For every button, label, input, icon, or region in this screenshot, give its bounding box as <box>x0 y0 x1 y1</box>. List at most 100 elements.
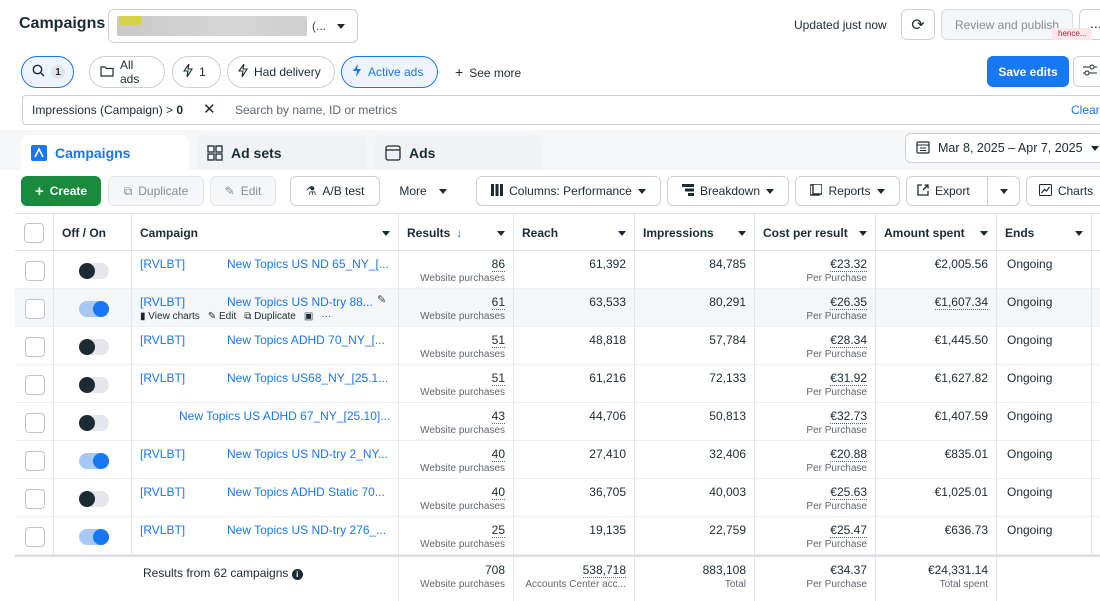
col-off-on[interactable]: Off / On <box>54 214 132 252</box>
more-button[interactable]: More <box>390 176 456 206</box>
cpr-value[interactable]: €28.34 <box>830 333 867 348</box>
date-range-picker[interactable]: Mar 8, 2025 – Apr 7, 2025 <box>905 133 1100 163</box>
search-filter-chip[interactable]: 1 <box>21 56 74 88</box>
edit-button[interactable]: ✎ Edit <box>210 176 276 206</box>
col-cost-per-result[interactable]: Cost per result <box>755 214 876 252</box>
more-actions[interactable]: ··· <box>321 311 332 322</box>
results-value[interactable]: 86 <box>491 257 505 272</box>
campaign-toggle[interactable] <box>79 415 109 431</box>
table-row[interactable]: [RVLBT] New Topics US ND-try 88... ✎ ▮ View… <box>15 289 1100 327</box>
col-amount-spent[interactable]: Amount spent <box>876 214 997 252</box>
filter-token[interactable]: Impressions (Campaign) > 0 <box>32 103 183 117</box>
columns-button[interactable]: Columns: Performance <box>476 176 661 206</box>
table-row[interactable]: [RVLBT] New Topics US68_NY_[25.1... 51 Webs… <box>15 365 1100 403</box>
campaign-prefix[interactable]: [RVLBT] <box>140 371 186 385</box>
campaign-name-link[interactable]: New Topics ADHD 70_NY_[... <box>227 333 385 347</box>
campaign-name-link[interactable]: New Topics US68_NY_[25.1... <box>227 371 389 385</box>
campaign-prefix[interactable]: [RVLBT] <box>140 257 186 271</box>
campaign-prefix[interactable]: [RVLBT] <box>140 333 186 347</box>
cpr-value[interactable]: €31.92 <box>830 371 867 386</box>
settings-button[interactable] <box>1073 56 1100 87</box>
view-charts-action[interactable]: ▮ View charts <box>140 311 200 322</box>
campaign-prefix[interactable]: [RVLBT] <box>140 295 186 309</box>
table-row[interactable]: New Topics US ADHD 67_NY_[25.10]... 43 Web… <box>15 403 1100 441</box>
campaign-toggle[interactable] <box>79 529 109 545</box>
campaign-name-link[interactable]: New Topics US ND 65_NY_[... <box>227 257 389 271</box>
campaign-toggle[interactable] <box>79 491 109 507</box>
row-checkbox[interactable] <box>25 261 45 281</box>
results-value[interactable]: 40 <box>491 485 505 500</box>
campaign-prefix[interactable]: [RVLBT] <box>140 523 186 537</box>
campaign-prefix[interactable]: [RVLBT] <box>140 447 186 461</box>
account-selector[interactable]: (... <box>108 9 358 43</box>
campaign-name-link[interactable]: New Topics US ND-try 276_... <box>227 523 387 537</box>
results-value[interactable]: 25 <box>491 523 505 538</box>
pencil-icon[interactable]: ✎ <box>377 294 387 306</box>
cpr-value[interactable]: €32.73 <box>830 409 867 424</box>
refresh-button[interactable]: ⟳ <box>901 9 935 40</box>
cpr-value[interactable]: €25.63 <box>830 485 867 500</box>
col-campaign[interactable]: Campaign <box>132 214 399 252</box>
cpr-value[interactable]: €20.88 <box>830 447 867 462</box>
select-all-checkbox[interactable] <box>24 223 44 243</box>
active-ads-chip[interactable]: Active ads <box>341 56 438 88</box>
chevron-down-icon[interactable] <box>1000 189 1008 194</box>
image-icon[interactable]: ▣ <box>303 311 314 322</box>
breakdown-button[interactable]: Breakdown <box>667 176 789 206</box>
campaign-name-link[interactable]: New Topics US ADHD 67_NY_[25.10]... <box>179 409 391 423</box>
tab-campaigns[interactable]: Campaigns <box>21 135 189 170</box>
col-reach[interactable]: Reach <box>514 214 635 252</box>
save-edits-button[interactable]: Save edits <box>987 56 1069 87</box>
search-bar[interactable]: Impressions (Campaign) > 0 ✕ Search by n… <box>22 95 1100 125</box>
col-results[interactable]: Results ↓ <box>399 214 514 252</box>
export-button[interactable]: Export <box>906 176 1020 206</box>
table-row[interactable]: [RVLBT] New Topics ADHD Static 70... 40 Web… <box>15 479 1100 517</box>
close-icon[interactable]: ✕ <box>203 101 216 118</box>
tab-ad-sets[interactable]: Ad sets <box>197 135 367 170</box>
reports-button[interactable]: Reports <box>795 176 900 206</box>
results-value[interactable]: 51 <box>491 333 505 348</box>
info-icon[interactable]: i <box>291 569 303 580</box>
col-ends[interactable]: Ends <box>997 214 1092 252</box>
campaign-toggle[interactable] <box>79 453 109 469</box>
cpr-value[interactable]: €26.35 <box>830 295 867 310</box>
campaign-prefix[interactable]: [RVLBT] <box>140 485 186 499</box>
row-checkbox[interactable] <box>25 413 45 433</box>
results-value[interactable]: 40 <box>491 447 505 462</box>
cpr-value[interactable]: €25.47 <box>830 523 867 538</box>
duplicate-button[interactable]: ⧉ Duplicate <box>108 176 204 206</box>
table-row[interactable]: [RVLBT] New Topics US ND-try 2_NY... 40 Web… <box>15 441 1100 479</box>
table-row[interactable]: [RVLBT] New Topics US ND 65_NY_[... 86 Webs… <box>15 251 1100 289</box>
row-checkbox[interactable] <box>25 299 45 319</box>
campaign-name-link[interactable]: New Topics ADHD Static 70... <box>227 485 385 499</box>
row-checkbox[interactable] <box>25 489 45 509</box>
search-input[interactable]: Search by name, ID or metrics <box>235 103 398 117</box>
tab-ads[interactable]: Ads <box>375 135 542 170</box>
table-row[interactable]: [RVLBT] New Topics US ND-try 276_... 25 Web… <box>15 517 1100 555</box>
campaign-toggle[interactable] <box>79 377 109 393</box>
campaign-name-link[interactable]: New Topics US ND-try 88... <box>227 295 373 309</box>
review-publish-button[interactable]: Review and publish <box>941 9 1073 40</box>
cpr-value[interactable]: €23.32 <box>830 257 867 272</box>
see-more-button[interactable]: + See more <box>455 64 521 80</box>
campaign-name-link[interactable]: New Topics US ND-try 2_NY... <box>227 447 388 461</box>
row-checkbox[interactable] <box>25 337 45 357</box>
col-impressions[interactable]: Impressions <box>635 214 755 252</box>
campaign-toggle[interactable] <box>79 263 109 279</box>
row-checkbox[interactable] <box>25 527 45 547</box>
clear-link[interactable]: Clear <box>1071 103 1100 117</box>
campaign-toggle[interactable] <box>79 339 109 355</box>
ab-test-button[interactable]: ⚗ A/B test <box>290 176 380 206</box>
had-delivery-chip[interactable]: Had delivery <box>227 56 335 88</box>
create-button[interactable]: + Create <box>21 176 101 206</box>
row-checkbox[interactable] <box>25 375 45 395</box>
row-checkbox[interactable] <box>25 451 45 471</box>
results-value[interactable]: 43 <box>491 409 505 424</box>
edit-action[interactable]: ✎ Edit <box>208 311 236 322</box>
results-value[interactable]: 51 <box>491 371 505 386</box>
bolt-filter-chip[interactable]: 1 <box>172 56 221 88</box>
charts-button[interactable]: Charts <box>1026 176 1100 206</box>
duplicate-action[interactable]: ⧉ Duplicate <box>244 311 296 322</box>
table-row[interactable]: [RVLBT] New Topics ADHD 70_NY_[... 51 Websi… <box>15 327 1100 365</box>
all-ads-chip[interactable]: All ads <box>89 56 165 88</box>
